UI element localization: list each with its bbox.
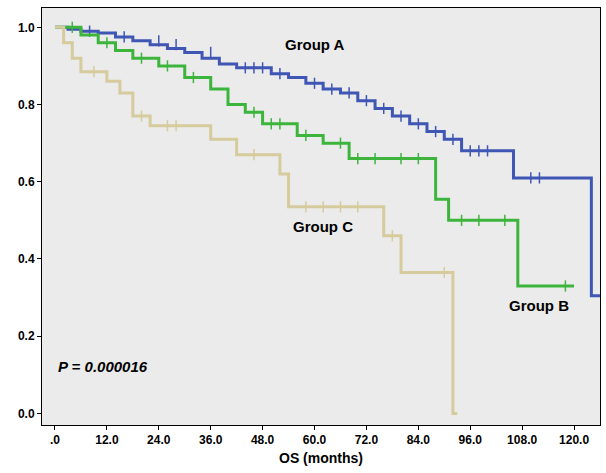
svg-text:96.0: 96.0 — [459, 433, 483, 447]
svg-text:0.6: 0.6 — [18, 175, 35, 189]
svg-text:24.0: 24.0 — [147, 433, 171, 447]
svg-text:12.0: 12.0 — [95, 433, 119, 447]
svg-text:P = 0.000016: P = 0.000016 — [58, 358, 148, 375]
svg-text:48.0: 48.0 — [251, 433, 275, 447]
svg-text:.0: .0 — [50, 433, 60, 447]
svg-text:120.0: 120.0 — [559, 433, 589, 447]
svg-text:60.0: 60.0 — [303, 433, 327, 447]
svg-text:36.0: 36.0 — [199, 433, 223, 447]
svg-text:84.0: 84.0 — [407, 433, 431, 447]
svg-text:0.2: 0.2 — [18, 329, 35, 343]
svg-text:Group C: Group C — [293, 218, 353, 235]
svg-text:108.0: 108.0 — [507, 433, 537, 447]
svg-text:0.8: 0.8 — [18, 98, 35, 112]
svg-text:Group A: Group A — [285, 36, 345, 53]
svg-text:0.4: 0.4 — [18, 252, 35, 266]
svg-text:OS (months): OS (months) — [279, 450, 363, 466]
svg-text:1.0: 1.0 — [18, 21, 35, 35]
svg-text:Group B: Group B — [509, 297, 569, 314]
svg-text:72.0: 72.0 — [355, 433, 379, 447]
svg-text:0.0: 0.0 — [18, 407, 35, 421]
